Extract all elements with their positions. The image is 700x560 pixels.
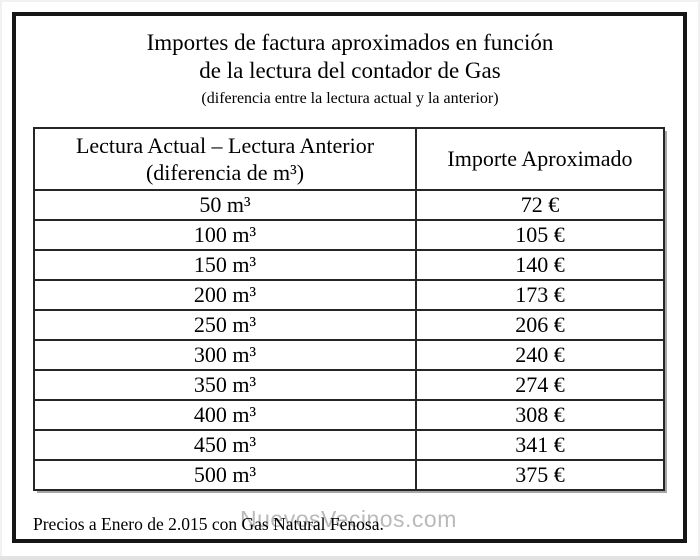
lectura-cell: 200 m³	[33, 279, 417, 311]
bottom-edge-strip	[0, 556, 700, 560]
table-body: 50 m³ 72 € 100 m³ 105 € 150 m³ 140 € 200…	[33, 189, 665, 491]
column-header-lectura-line1: Lectura Actual – Lectura Anterior	[75, 133, 375, 158]
importe-cell: 341 €	[415, 429, 665, 461]
importe-cell: 308 €	[415, 399, 665, 431]
importe-cell: 274 €	[415, 369, 665, 401]
table-row: 200 m³ 173 €	[33, 279, 665, 311]
title-block: Importes de factura aproximados en funci…	[0, 29, 700, 108]
table-header-row: Lectura Actual – Lectura Anterior (difer…	[33, 127, 665, 191]
table-row: 400 m³ 308 €	[33, 399, 665, 431]
lectura-cell: 100 m³	[33, 219, 417, 251]
lectura-cell: 400 m³	[33, 399, 417, 431]
table-row: 500 m³ 375 €	[33, 459, 665, 491]
page-title-line1: Importes de factura aproximados en funci…	[146, 30, 554, 55]
lectura-cell: 50 m³	[33, 189, 417, 221]
table-row: 100 m³ 105 €	[33, 219, 665, 251]
page-subtitle: (diferencia entre la lectura actual y la…	[201, 90, 499, 107]
column-header-importe: Importe Aproximado	[415, 127, 665, 191]
table-row: 300 m³ 240 €	[33, 339, 665, 371]
lectura-cell: 250 m³	[33, 309, 417, 341]
importe-cell: 240 €	[415, 339, 665, 371]
importe-cell: 206 €	[415, 309, 665, 341]
table-row: 50 m³ 72 €	[33, 189, 665, 221]
watermark-text: NuevosVecinos.com	[240, 506, 457, 532]
page-title-line2: de la lectura del contador de Gas	[199, 58, 501, 83]
importe-cell: 375 €	[415, 459, 665, 491]
table-row: 250 m³ 206 €	[33, 309, 665, 341]
column-header-lectura-line2: (diferencia de m³)	[145, 160, 305, 185]
gas-price-table: Lectura Actual – Lectura Anterior (difer…	[33, 127, 665, 491]
table-row: 450 m³ 341 €	[33, 429, 665, 461]
table-row: 150 m³ 140 €	[33, 249, 665, 281]
importe-cell: 105 €	[415, 219, 665, 251]
table-row: 350 m³ 274 €	[33, 369, 665, 401]
importe-cell: 140 €	[415, 249, 665, 281]
lectura-cell: 150 m³	[33, 249, 417, 281]
lectura-cell: 300 m³	[33, 339, 417, 371]
importe-cell: 173 €	[415, 279, 665, 311]
lectura-cell: 350 m³	[33, 369, 417, 401]
importe-cell: 72 €	[415, 189, 665, 221]
lectura-cell: 450 m³	[33, 429, 417, 461]
column-header-lectura: Lectura Actual – Lectura Anterior (difer…	[33, 127, 417, 191]
footer-note: Precios a Enero de 2.015 con Gas Natural…	[33, 514, 384, 534]
lectura-cell: 500 m³	[33, 459, 417, 491]
